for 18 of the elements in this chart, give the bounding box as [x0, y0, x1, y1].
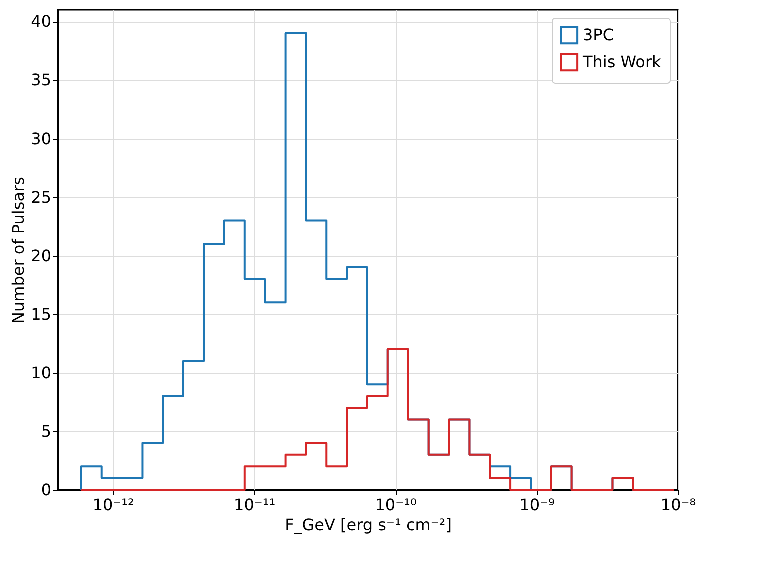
y-tick-label: 30: [31, 129, 52, 148]
y-axis-title: Number of Pulsars: [9, 177, 28, 324]
x-tick-label: 10⁻¹²: [92, 496, 134, 514]
y-tick-label: 5: [41, 422, 52, 441]
x-tick-label: 10⁻⁹: [520, 496, 555, 514]
legend-label: This Work: [582, 52, 662, 72]
x-axis-title: F_GeV [erg s⁻¹ cm⁻²]: [285, 516, 452, 534]
y-tick-label: 20: [31, 246, 52, 266]
x-tick-label: 10⁻⁸: [660, 496, 696, 514]
y-tick-label: 35: [31, 70, 52, 90]
y-tick-label: 40: [31, 12, 52, 32]
y-tick-label: 10: [31, 363, 52, 382]
x-tick-label: 10⁻¹¹: [234, 496, 276, 514]
x-tick-label: 10⁻¹⁰: [375, 496, 417, 514]
y-tick-label: 0: [41, 480, 52, 500]
y-tick-label: 15: [31, 304, 52, 324]
legend-label: 3PC: [583, 26, 614, 44]
y-tick-label: 25: [31, 188, 52, 207]
